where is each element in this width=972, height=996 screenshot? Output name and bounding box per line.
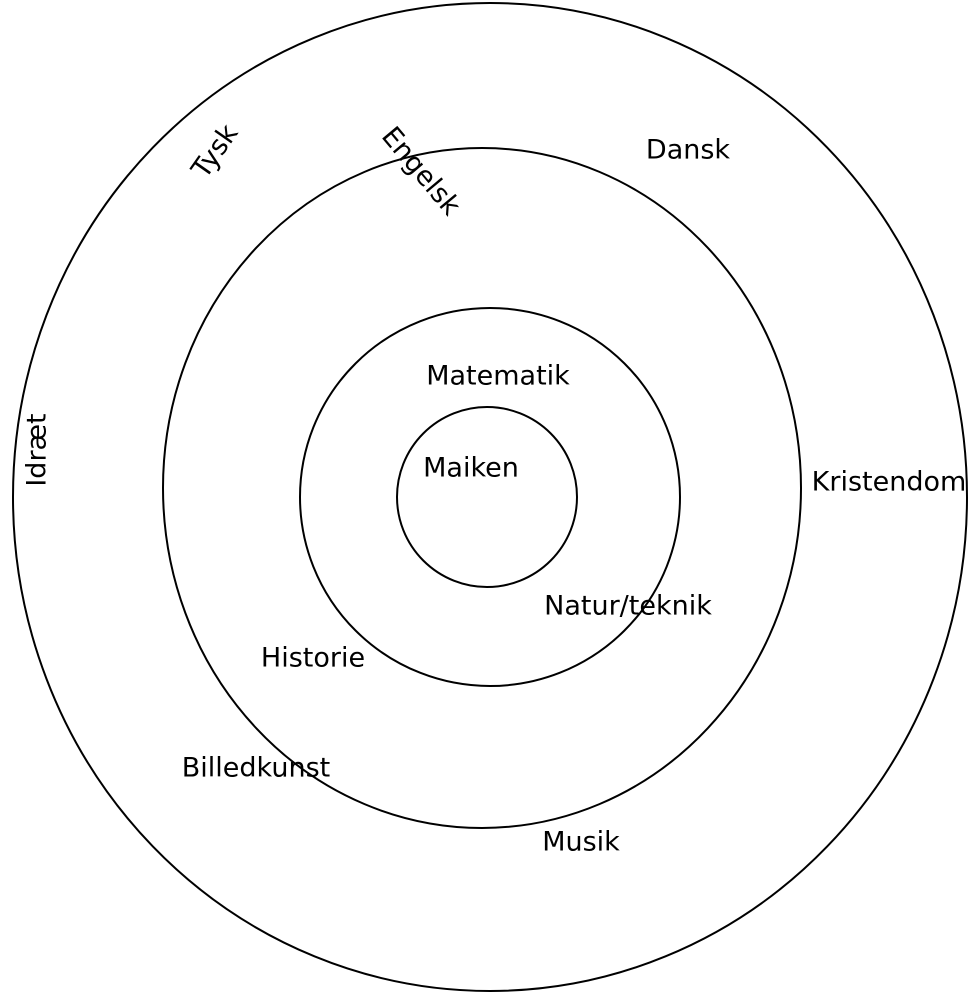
label: Kristendom: [812, 467, 967, 498]
label: Dansk: [646, 135, 731, 166]
label: Matematik: [426, 361, 570, 392]
label: Natur/teknik: [544, 591, 712, 622]
second-ring: [162, 147, 802, 829]
label: Billedkunst: [182, 753, 330, 784]
label: Engelsk: [375, 121, 467, 222]
label: Tysk: [185, 118, 244, 184]
label: Idræt: [22, 413, 53, 486]
outer-ring: [12, 2, 968, 992]
third-ring: [299, 307, 681, 687]
label: Musik: [542, 827, 620, 858]
label: Maiken: [423, 453, 519, 484]
label: Historie: [261, 643, 365, 674]
center-ring: [396, 406, 578, 588]
